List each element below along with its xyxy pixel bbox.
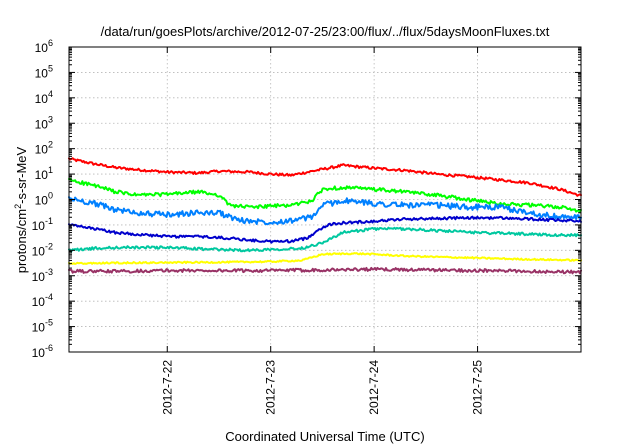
y-tick-label: 103 bbox=[35, 114, 53, 131]
y-tick-label: 10-1 bbox=[32, 216, 53, 233]
y-tick-labels: 10-6 10-5 10-4 10-3 10-2 10-1 100 101 102 103 104 1… bbox=[32, 38, 53, 360]
y-tick-label: 101 bbox=[35, 165, 53, 182]
series-line bbox=[68, 252, 582, 265]
x-tick-label: 2012-7-24 bbox=[367, 360, 381, 415]
y-tick-label: 105 bbox=[35, 63, 53, 80]
x-tick-label: 2012-7-25 bbox=[471, 360, 485, 415]
series-line bbox=[68, 196, 582, 226]
series-line bbox=[68, 266, 582, 275]
y-axis-title: protons/cm2-s-sr-MeV bbox=[13, 146, 29, 273]
series-line bbox=[68, 226, 582, 253]
y-axis-title-suffix: -s-sr-MeV bbox=[14, 146, 29, 203]
x-tick-labels: 2012-7-22 2012-7-23 2012-7-24 2012-7-25 bbox=[160, 360, 484, 415]
grid bbox=[69, 47, 581, 352]
x-tick-label: 2012-7-23 bbox=[264, 360, 278, 415]
y-tick-label: 10-3 bbox=[32, 267, 53, 284]
y-tick-label: 106 bbox=[35, 38, 53, 55]
y-tick-label: 10-6 bbox=[32, 343, 53, 360]
x-axis-title: Coordinated Universal Time (UTC) bbox=[225, 429, 424, 444]
chart-title: /data/run/goesPlots/archive/2012-07-25/2… bbox=[101, 24, 550, 39]
y-tick-label: 100 bbox=[35, 191, 53, 208]
axis-ticks bbox=[69, 46, 581, 353]
x-tick-label: 2012-7-22 bbox=[160, 360, 174, 415]
y-axis-title-prefix: protons/cm bbox=[14, 209, 29, 273]
y-tick-label: 10-5 bbox=[32, 318, 53, 335]
y-tick-label: 10-4 bbox=[32, 292, 53, 309]
y-tick-label: 104 bbox=[35, 89, 53, 106]
series-line bbox=[68, 157, 582, 197]
y-axis-title-exponent: 2 bbox=[13, 204, 23, 209]
y-tick-label: 10-2 bbox=[32, 241, 53, 258]
series-line bbox=[68, 215, 582, 244]
series-layer bbox=[68, 157, 582, 275]
y-tick-label: 102 bbox=[35, 140, 53, 157]
